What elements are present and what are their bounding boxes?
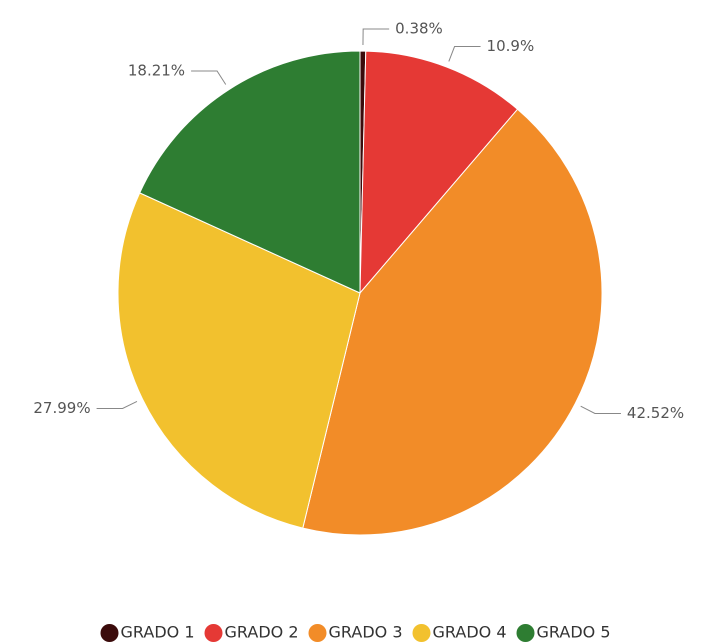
legend-marker xyxy=(412,624,431,642)
data-label: 27.99% xyxy=(33,399,90,417)
legend-label: GRADO 5 xyxy=(537,623,611,642)
legend-label: GRADO 2 xyxy=(225,623,299,642)
legend-marker xyxy=(100,624,119,642)
data-label: 42.52% xyxy=(627,404,684,422)
pie-slice xyxy=(359,50,519,295)
legend-marker xyxy=(204,624,223,642)
legend: GRADO 1 GRADO 2 GRADO 3 GRADO 4 GRADO 5 xyxy=(100,623,611,642)
leader-line xyxy=(362,28,390,46)
legend-label: GRADO 3 xyxy=(329,623,403,642)
pie-slice xyxy=(139,50,361,294)
leader-line xyxy=(448,46,481,62)
leader-line xyxy=(96,401,138,409)
pie-slice xyxy=(302,108,603,536)
legend-marker xyxy=(516,624,535,642)
data-label: 18.21% xyxy=(128,62,185,80)
leader-line xyxy=(580,405,621,414)
pie-slice xyxy=(117,192,361,529)
legend-label: GRADO 1 xyxy=(121,623,195,642)
leader-line xyxy=(191,70,227,85)
data-label: 0.38% xyxy=(395,20,443,38)
legend-label: GRADO 4 xyxy=(433,623,507,642)
data-label: 10.9% xyxy=(487,37,535,55)
legend-marker xyxy=(308,624,327,642)
